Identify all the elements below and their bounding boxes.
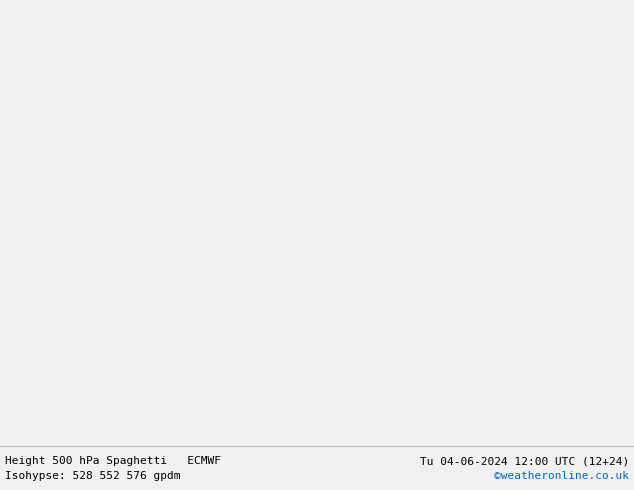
Text: Height 500 hPa Spaghetti   ECMWF: Height 500 hPa Spaghetti ECMWF (5, 456, 221, 466)
Text: ©weatheronline.co.uk: ©weatheronline.co.uk (494, 471, 629, 481)
Text: Isohypse: 528 552 576 gpdm: Isohypse: 528 552 576 gpdm (5, 471, 181, 481)
Text: Tu 04-06-2024 12:00 UTC (12+24): Tu 04-06-2024 12:00 UTC (12+24) (420, 456, 629, 466)
